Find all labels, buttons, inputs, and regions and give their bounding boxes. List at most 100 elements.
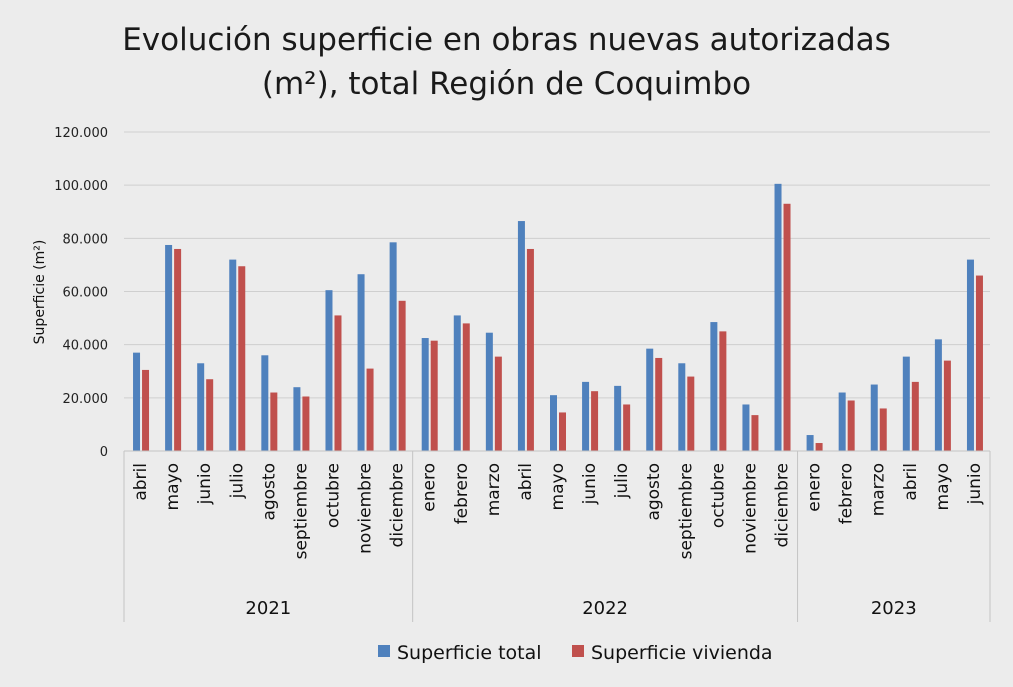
x-tick-label: abril xyxy=(516,463,536,501)
bar-superficie-total xyxy=(902,356,910,451)
x-group-label: 2023 xyxy=(871,598,917,619)
x-tick-label: marzo xyxy=(484,463,504,516)
bar-superficie-vivienda xyxy=(142,369,150,451)
bar-superficie-vivienda xyxy=(975,275,983,451)
x-tick-label: junio xyxy=(580,463,600,505)
bar-superficie-vivienda xyxy=(430,340,438,451)
bar-superficie-vivienda xyxy=(526,248,534,451)
bar-superficie-total xyxy=(133,352,141,451)
y-tick-label: 80.000 xyxy=(63,232,109,247)
bar-superficie-vivienda xyxy=(462,323,470,451)
x-tick-label: junio xyxy=(195,463,215,505)
bar-superficie-total xyxy=(293,387,301,451)
x-tick-label: septiembre xyxy=(291,463,311,559)
bar-superficie-total xyxy=(646,348,654,451)
legend-swatch xyxy=(572,645,584,657)
x-tick-label: marzo xyxy=(869,463,889,516)
bar-superficie-vivienda xyxy=(559,412,566,451)
x-tick-label: agosto xyxy=(259,463,279,521)
bar-superficie-total xyxy=(582,381,590,451)
x-tick-label: diciembre xyxy=(773,463,793,547)
legend-swatch xyxy=(378,645,390,657)
bar-superficie-total xyxy=(966,259,974,451)
x-tick-label: mayo xyxy=(548,463,568,510)
chart-title-line1: Evolución superficie en obras nuevas aut… xyxy=(122,22,891,58)
bar-superficie-total xyxy=(389,242,397,451)
bar-superficie-vivienda xyxy=(943,360,951,451)
bar-superficie-vivienda xyxy=(238,266,246,451)
bar-superficie-vivienda xyxy=(398,300,406,451)
bar-superficie-total xyxy=(614,385,622,451)
bar-superficie-total xyxy=(742,404,750,451)
bar-superficie-total xyxy=(485,332,493,451)
bar-superficie-vivienda xyxy=(270,392,278,451)
bar-superficie-vivienda xyxy=(366,368,374,451)
x-tick-label: noviembre xyxy=(356,463,376,554)
x-tick-label: septiembre xyxy=(676,463,696,559)
bar-superficie-vivienda xyxy=(655,357,663,451)
y-tick-label: 0 xyxy=(100,445,108,460)
x-tick-label: junio xyxy=(965,463,985,505)
bar-superficie-vivienda xyxy=(687,376,695,451)
y-axis-label: Superficie (m²) xyxy=(32,240,48,345)
x-tick-label: febrero xyxy=(837,463,857,524)
bar-superficie-total xyxy=(870,384,878,451)
bar-superficie-total xyxy=(774,183,782,451)
bar-superficie-total xyxy=(517,221,525,451)
legend-label: Superficie vivienda xyxy=(591,642,773,664)
bar-superficie-total xyxy=(357,274,365,451)
bar-superficie-total xyxy=(678,363,686,451)
x-tick-label: mayo xyxy=(163,463,183,510)
x-group-label: 2022 xyxy=(582,598,628,619)
bar-superficie-total xyxy=(261,355,269,451)
x-tick-label: mayo xyxy=(933,463,953,510)
chart-title-line2: (m²), total Región de Coquimbo xyxy=(261,66,752,102)
bar-superficie-total xyxy=(838,392,846,451)
bar-superficie-total xyxy=(806,435,814,451)
x-tick-label: abril xyxy=(901,463,921,501)
y-tick-label: 20.000 xyxy=(63,392,109,407)
bar-superficie-vivienda xyxy=(783,203,791,451)
bar-superficie-total xyxy=(421,338,429,451)
bar-superficie-vivienda xyxy=(591,391,599,451)
legend-label: Superficie total xyxy=(397,642,542,664)
bar-superficie-vivienda xyxy=(911,381,919,451)
x-tick-label: abril xyxy=(131,463,151,501)
bar-superficie-total xyxy=(197,363,205,451)
x-tick-label: enero xyxy=(420,463,440,512)
bar-superficie-vivienda xyxy=(751,415,759,451)
bar-superficie-total xyxy=(453,315,461,451)
x-tick-label: agosto xyxy=(644,463,664,521)
bar-superficie-total xyxy=(165,244,173,451)
bar-superficie-vivienda xyxy=(206,379,214,451)
bar-superficie-vivienda xyxy=(174,248,182,451)
bar-superficie-vivienda xyxy=(719,331,727,451)
bar-superficie-vivienda xyxy=(334,315,342,451)
bar-superficie-vivienda xyxy=(302,396,310,451)
x-tick-label: noviembre xyxy=(740,463,760,554)
y-tick-label: 40.000 xyxy=(63,339,109,354)
x-tick-label: octubre xyxy=(323,463,343,528)
bar-superficie-total xyxy=(934,339,942,451)
x-tick-label: diciembre xyxy=(388,463,408,547)
x-tick-label: octubre xyxy=(708,463,728,528)
bar-superficie-vivienda xyxy=(847,400,855,451)
x-tick-label: julio xyxy=(612,463,632,499)
bar-superficie-total xyxy=(229,259,237,451)
bar-superficie-vivienda xyxy=(879,408,887,451)
y-tick-label: 60.000 xyxy=(63,286,109,301)
bar-superficie-vivienda xyxy=(623,404,631,451)
y-tick-label: 100.000 xyxy=(54,179,108,194)
bar-superficie-vivienda xyxy=(494,356,502,451)
y-tick-label: 120.000 xyxy=(54,126,108,141)
x-tick-label: enero xyxy=(805,463,825,512)
x-tick-label: febrero xyxy=(452,463,472,524)
bar-superficie-total xyxy=(710,322,718,451)
x-tick-label: julio xyxy=(227,463,247,499)
bar-superficie-total xyxy=(550,395,557,451)
bar-superficie-vivienda xyxy=(815,443,823,451)
x-group-label: 2021 xyxy=(245,598,291,619)
bar-superficie-total xyxy=(325,290,333,451)
